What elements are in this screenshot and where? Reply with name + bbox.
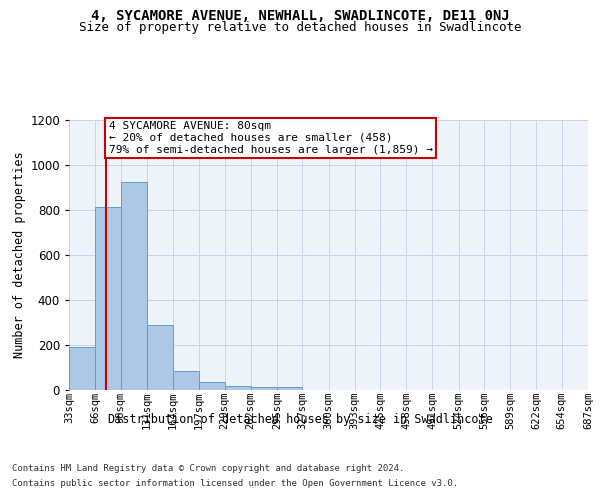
Bar [121, 182, 147, 390]
Bar [251, 386, 277, 390]
Text: Distribution of detached houses by size in Swadlincote: Distribution of detached houses by size … [107, 412, 493, 426]
Y-axis label: Number of detached properties: Number of detached properties [13, 152, 26, 358]
Bar [95, 206, 121, 390]
Bar [199, 382, 224, 390]
Bar [224, 386, 251, 390]
Bar [173, 371, 199, 390]
Bar [69, 347, 95, 390]
Text: Contains HM Land Registry data © Crown copyright and database right 2024.: Contains HM Land Registry data © Crown c… [12, 464, 404, 473]
Text: Size of property relative to detached houses in Swadlincote: Size of property relative to detached ho… [79, 21, 521, 34]
Text: 4 SYCAMORE AVENUE: 80sqm
← 20% of detached houses are smaller (458)
79% of semi-: 4 SYCAMORE AVENUE: 80sqm ← 20% of detach… [109, 122, 433, 154]
Bar [277, 388, 302, 390]
Bar [147, 325, 173, 390]
Text: Contains public sector information licensed under the Open Government Licence v3: Contains public sector information licen… [12, 479, 458, 488]
Text: 4, SYCAMORE AVENUE, NEWHALL, SWADLINCOTE, DE11 0NJ: 4, SYCAMORE AVENUE, NEWHALL, SWADLINCOTE… [91, 9, 509, 23]
